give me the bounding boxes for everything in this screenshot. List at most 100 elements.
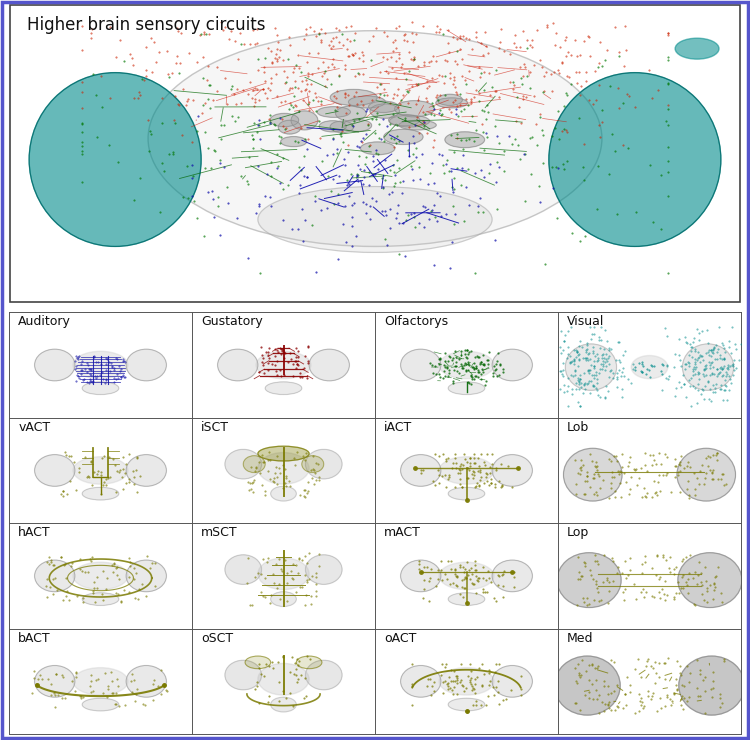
Ellipse shape (436, 98, 467, 108)
Ellipse shape (439, 457, 494, 484)
Ellipse shape (399, 120, 436, 130)
Ellipse shape (73, 562, 128, 590)
Ellipse shape (320, 121, 346, 132)
Ellipse shape (448, 382, 484, 394)
Ellipse shape (388, 115, 420, 126)
Ellipse shape (82, 488, 118, 500)
Ellipse shape (34, 454, 75, 486)
Ellipse shape (317, 107, 350, 118)
Text: bACT: bACT (18, 632, 51, 645)
Ellipse shape (258, 664, 309, 695)
Ellipse shape (439, 562, 494, 590)
Text: mSCT: mSCT (201, 526, 238, 539)
Ellipse shape (330, 90, 377, 105)
Ellipse shape (271, 486, 296, 501)
Ellipse shape (448, 593, 484, 605)
Ellipse shape (679, 656, 745, 715)
Ellipse shape (82, 699, 118, 711)
Text: Visual: Visual (567, 315, 604, 329)
Ellipse shape (296, 656, 322, 669)
Ellipse shape (305, 555, 342, 585)
Text: Gustatory: Gustatory (201, 315, 263, 329)
Ellipse shape (271, 697, 296, 712)
Ellipse shape (148, 30, 602, 246)
Text: Olfactorys: Olfactorys (384, 315, 448, 329)
Text: iACT: iACT (384, 421, 412, 434)
Ellipse shape (563, 448, 622, 501)
Text: Higher brain sensory circuits: Higher brain sensory circuits (27, 16, 266, 34)
Ellipse shape (682, 344, 734, 390)
Ellipse shape (492, 665, 532, 697)
Text: oSCT: oSCT (201, 632, 233, 645)
Ellipse shape (34, 349, 75, 381)
Ellipse shape (217, 349, 258, 381)
Ellipse shape (384, 130, 423, 144)
Ellipse shape (270, 113, 298, 127)
Ellipse shape (34, 560, 75, 592)
Ellipse shape (73, 457, 128, 484)
Ellipse shape (448, 699, 484, 711)
Ellipse shape (677, 448, 736, 501)
Ellipse shape (368, 101, 398, 112)
Ellipse shape (400, 349, 441, 381)
Ellipse shape (305, 660, 342, 690)
Text: Med: Med (567, 632, 594, 645)
Ellipse shape (492, 560, 532, 592)
Ellipse shape (258, 453, 309, 484)
Ellipse shape (225, 449, 262, 479)
Ellipse shape (82, 593, 118, 605)
Ellipse shape (566, 344, 616, 390)
Ellipse shape (400, 560, 441, 592)
Ellipse shape (258, 558, 309, 590)
Ellipse shape (126, 665, 166, 697)
Text: Lop: Lop (567, 526, 590, 539)
Ellipse shape (448, 488, 484, 500)
Ellipse shape (400, 665, 441, 697)
Ellipse shape (82, 382, 118, 394)
Ellipse shape (445, 132, 485, 148)
Ellipse shape (439, 667, 494, 695)
Ellipse shape (266, 382, 302, 394)
Text: vACT: vACT (18, 421, 50, 434)
Ellipse shape (126, 349, 166, 381)
Ellipse shape (492, 454, 532, 486)
Ellipse shape (280, 137, 307, 147)
Ellipse shape (271, 592, 296, 607)
Ellipse shape (394, 101, 434, 117)
Ellipse shape (126, 454, 166, 486)
Ellipse shape (291, 111, 318, 130)
Ellipse shape (245, 656, 271, 669)
Ellipse shape (389, 115, 430, 127)
Ellipse shape (243, 456, 266, 473)
Ellipse shape (258, 446, 309, 461)
Text: hACT: hACT (18, 526, 51, 539)
Ellipse shape (73, 352, 128, 379)
Ellipse shape (370, 104, 399, 118)
Ellipse shape (302, 456, 324, 473)
Ellipse shape (225, 555, 262, 585)
Ellipse shape (73, 667, 128, 695)
Text: mACT: mACT (384, 526, 421, 539)
Ellipse shape (225, 660, 262, 690)
Ellipse shape (256, 352, 311, 379)
Ellipse shape (343, 119, 372, 132)
Ellipse shape (29, 73, 201, 246)
Ellipse shape (675, 38, 719, 59)
Ellipse shape (309, 349, 350, 381)
Ellipse shape (330, 121, 353, 132)
Ellipse shape (305, 449, 342, 479)
Ellipse shape (554, 656, 620, 715)
Text: Lob: Lob (567, 421, 590, 434)
Ellipse shape (632, 355, 668, 379)
Ellipse shape (439, 352, 494, 379)
Ellipse shape (335, 106, 366, 121)
Ellipse shape (492, 349, 532, 381)
Ellipse shape (557, 553, 621, 608)
Ellipse shape (361, 142, 394, 155)
Ellipse shape (400, 454, 441, 486)
Ellipse shape (549, 73, 721, 246)
Text: iSCT: iSCT (201, 421, 229, 434)
Ellipse shape (34, 665, 75, 697)
Ellipse shape (678, 553, 742, 608)
Ellipse shape (258, 186, 492, 252)
